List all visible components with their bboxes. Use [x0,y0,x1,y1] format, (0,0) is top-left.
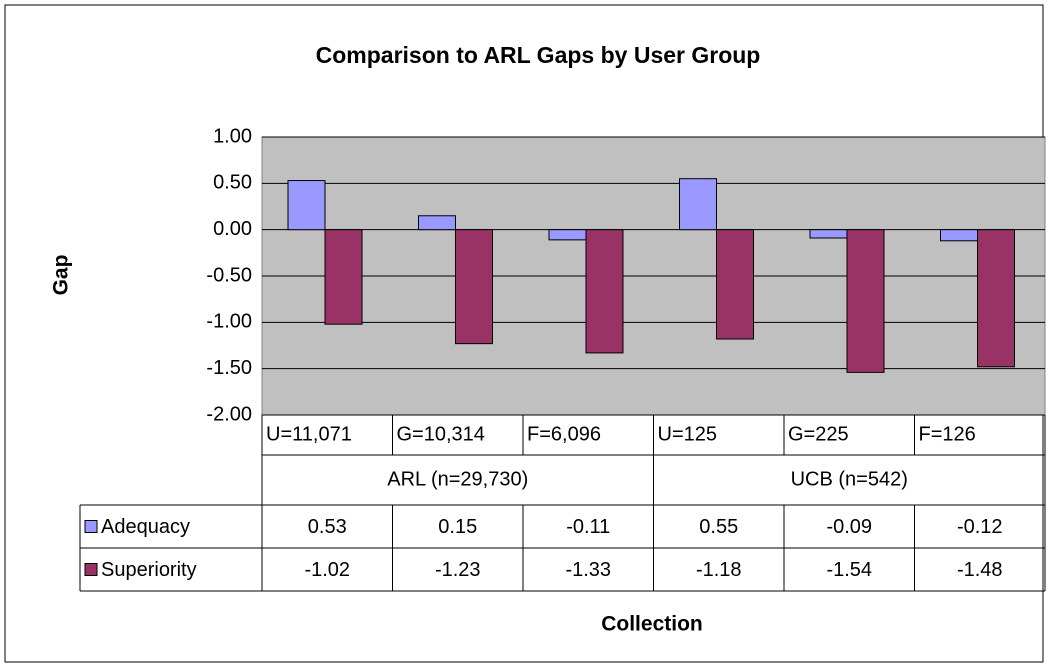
x-tick-label: F=6,096 [527,423,601,445]
legend-label: Superiority [101,559,197,581]
group-label: UCB (n=542) [791,468,908,490]
bar [679,178,717,231]
y-tick-label: -1.00 [206,311,252,333]
table-value: -1.02 [304,559,350,581]
bar [716,229,754,340]
bar [977,229,1015,368]
x-axis-label: Collection [601,613,703,636]
legend-label: Adequacy [101,516,190,538]
y-tick-label: 1.00 [213,125,252,147]
y-tick-label: -0.50 [206,264,252,286]
bar [455,229,493,345]
bar [585,229,624,354]
chart-title: Comparison to ARL Gaps by User Group [316,42,761,68]
y-tick-label: -1.50 [206,357,252,379]
table-value: -0.12 [957,516,1003,538]
table-value: -1.48 [957,559,1003,581]
bar [809,229,848,239]
group-label: ARL (n=29,730) [387,468,528,490]
x-tick-label: G=10,314 [397,423,485,445]
x-tick-label: U=11,071 [266,423,352,445]
table-value: -1.33 [565,559,611,581]
table-value: 0.53 [308,516,347,538]
bar [846,229,885,373]
bar [940,229,978,242]
legend-key [84,563,98,576]
table-value: -0.11 [566,516,610,538]
table-value: 0.55 [699,516,738,538]
y-tick-label: 0.50 [213,172,252,194]
bar [418,215,456,231]
y-axis-label: Gap [50,255,73,296]
table-value: 0.15 [438,516,477,538]
bar [548,229,587,241]
x-tick-label: F=126 [919,423,976,445]
y-tick-label: 0.00 [213,218,252,240]
table-value: -1.18 [696,559,742,581]
bar [287,180,326,231]
bar [324,229,363,325]
table-value: -1.23 [435,559,481,581]
legend-key [84,520,98,533]
table-value: -1.54 [826,559,872,581]
x-tick-label: U=125 [658,423,718,445]
x-tick-label: G=225 [788,423,849,445]
y-tick-label: -2.00 [206,403,252,425]
table-value: -0.09 [826,516,872,538]
